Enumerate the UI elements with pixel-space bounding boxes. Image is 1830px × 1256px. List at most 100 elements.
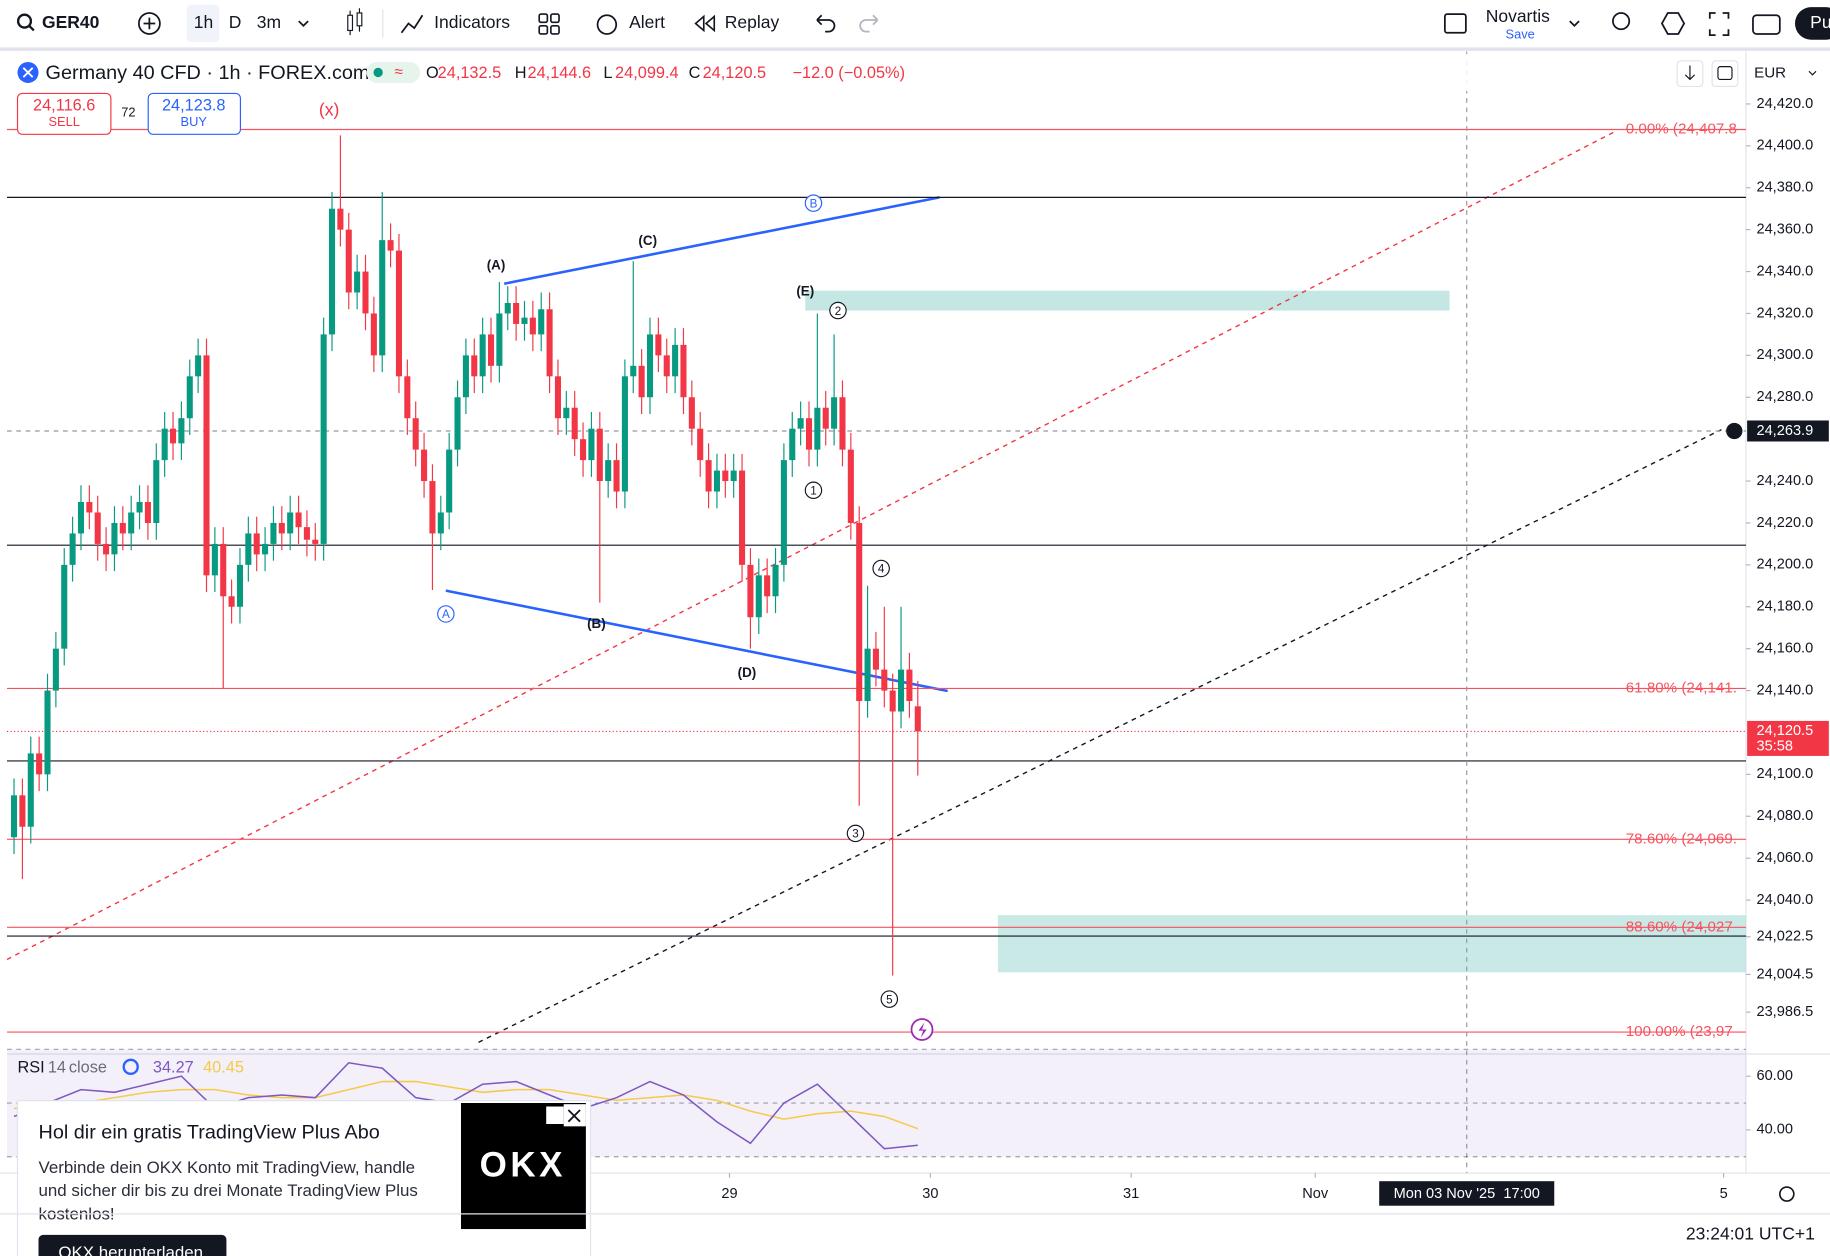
rsi-signal-value: 40.45 bbox=[203, 1058, 244, 1076]
wave-label[interactable]: 5 bbox=[886, 993, 892, 1006]
indicators-button[interactable]: Indicators bbox=[434, 12, 510, 32]
wave-label[interactable]: (x) bbox=[319, 100, 339, 120]
snapshot[interactable] bbox=[1752, 14, 1781, 35]
trendline[interactable] bbox=[503, 196, 940, 285]
wave-label[interactable]: (C) bbox=[638, 233, 657, 248]
candle-body bbox=[914, 706, 921, 732]
candle-body bbox=[345, 229, 352, 293]
candle-body bbox=[513, 302, 520, 324]
toggle[interactable] bbox=[1711, 60, 1739, 88]
wave-label[interactable]: B bbox=[810, 197, 818, 210]
candle-body bbox=[354, 271, 361, 293]
interval[interactable]: D bbox=[229, 12, 242, 32]
candle-body bbox=[77, 502, 85, 534]
candle-body bbox=[421, 449, 428, 482]
layout-save[interactable]: Save bbox=[1506, 27, 1535, 42]
candle-body bbox=[379, 240, 386, 356]
candle-body bbox=[161, 428, 168, 461]
rsi-value: 34.27 bbox=[153, 1058, 194, 1076]
candle-body bbox=[546, 309, 553, 377]
wave-circle bbox=[804, 481, 823, 500]
ad-info[interactable] bbox=[546, 1106, 564, 1125]
candle-body bbox=[44, 690, 51, 775]
candle-body bbox=[596, 428, 603, 482]
chart-type-icon[interactable] bbox=[347, 8, 363, 36]
layouts-icon[interactable] bbox=[538, 13, 560, 35]
y-tick-label: 24,140.0 bbox=[1756, 682, 1813, 698]
candle-body bbox=[479, 334, 486, 377]
candle-body bbox=[713, 470, 720, 492]
layout-name[interactable]: Novartis bbox=[1486, 6, 1550, 26]
buy-button[interactable] bbox=[147, 92, 242, 135]
rsi-title[interactable]: RSI bbox=[18, 1058, 45, 1076]
wave-label[interactable]: 2 bbox=[835, 305, 841, 318]
buy-label: BUY bbox=[181, 114, 208, 129]
currency[interactable]: EUR bbox=[1754, 65, 1786, 82]
wave-label[interactable]: 4 bbox=[878, 563, 885, 576]
ad-button[interactable] bbox=[38, 1234, 227, 1256]
replay-button[interactable]: Replay bbox=[725, 12, 780, 32]
candle-body bbox=[153, 460, 160, 523]
candle-body bbox=[312, 539, 319, 544]
add-symbol[interactable] bbox=[138, 12, 161, 35]
wave-label[interactable]: 3 bbox=[852, 828, 858, 841]
wave-label[interactable]: (D) bbox=[738, 665, 757, 680]
market-status[interactable] bbox=[366, 61, 421, 83]
y-tick-label: 24,360.0 bbox=[1756, 221, 1813, 237]
candle-body bbox=[253, 533, 260, 555]
redo[interactable] bbox=[859, 14, 879, 33]
publish-label: Pu bbox=[1810, 12, 1830, 32]
layout-icon[interactable] bbox=[1443, 13, 1467, 34]
candle-body bbox=[295, 512, 302, 528]
crosshair-plus[interactable] bbox=[1726, 422, 1743, 440]
settings[interactable] bbox=[1660, 12, 1686, 35]
fib-label: 100.00% (23,97 bbox=[1626, 1023, 1733, 1040]
quick-search[interactable] bbox=[1612, 12, 1631, 31]
symbol-title[interactable]: Germany 40 CFD · 1h · FOREX.com bbox=[46, 62, 370, 84]
zone-box[interactable] bbox=[805, 290, 1450, 311]
publish-button[interactable] bbox=[1794, 7, 1830, 40]
wave-label[interactable]: (E) bbox=[796, 283, 814, 298]
interval[interactable]: 1h bbox=[194, 12, 213, 32]
interval-menu[interactable] bbox=[298, 20, 309, 28]
wave-label[interactable]: (B) bbox=[587, 616, 606, 631]
candle-body bbox=[705, 460, 712, 492]
symbol[interactable]: GER40 bbox=[42, 12, 100, 32]
ad-button-label: OKX herunterladen bbox=[58, 1243, 203, 1256]
search-icon[interactable] bbox=[16, 13, 33, 29]
candle-body bbox=[337, 208, 344, 230]
fullscreen[interactable] bbox=[1708, 12, 1730, 36]
wave-label[interactable]: (A) bbox=[487, 258, 506, 273]
clock: 23:24:01 UTC+1 bbox=[1686, 1224, 1815, 1244]
sell-button[interactable] bbox=[16, 92, 112, 135]
wave-circle bbox=[880, 990, 899, 1008]
ohlc-value: 24,144.6 bbox=[528, 64, 592, 82]
ohlc-value: 24,099.4 bbox=[615, 64, 679, 82]
ohlc-key: O bbox=[426, 64, 439, 82]
wave-label[interactable]: 1 bbox=[810, 485, 816, 498]
rsi-loading bbox=[122, 1058, 139, 1075]
candle-body bbox=[94, 512, 101, 544]
crosshair-price-tag-bg bbox=[1747, 420, 1829, 442]
candle-body bbox=[780, 460, 787, 565]
layout-menu[interactable] bbox=[1569, 20, 1580, 28]
dashed-trendline[interactable] bbox=[6, 130, 1617, 961]
zone-box[interactable] bbox=[997, 915, 1746, 973]
y-tick-label: 24,220.0 bbox=[1756, 515, 1813, 531]
y-tick-label: 24,240.0 bbox=[1756, 473, 1813, 489]
indicators-icon bbox=[400, 14, 424, 34]
interval[interactable]: 3m bbox=[257, 12, 281, 32]
candle-body bbox=[805, 418, 813, 450]
trendline[interactable] bbox=[445, 589, 948, 693]
alert-button[interactable]: Alert bbox=[629, 12, 665, 32]
dashed-trendline[interactable] bbox=[478, 428, 1722, 1043]
undo[interactable] bbox=[816, 14, 836, 33]
candle-body bbox=[764, 575, 771, 597]
candle-body bbox=[128, 512, 135, 534]
market-status-dot bbox=[373, 67, 383, 78]
interval-active-bg bbox=[186, 4, 220, 43]
wave-label[interactable]: A bbox=[442, 608, 450, 621]
axis-settings[interactable] bbox=[1778, 1186, 1795, 1202]
candle-body bbox=[571, 407, 578, 440]
candle-body bbox=[797, 418, 804, 429]
